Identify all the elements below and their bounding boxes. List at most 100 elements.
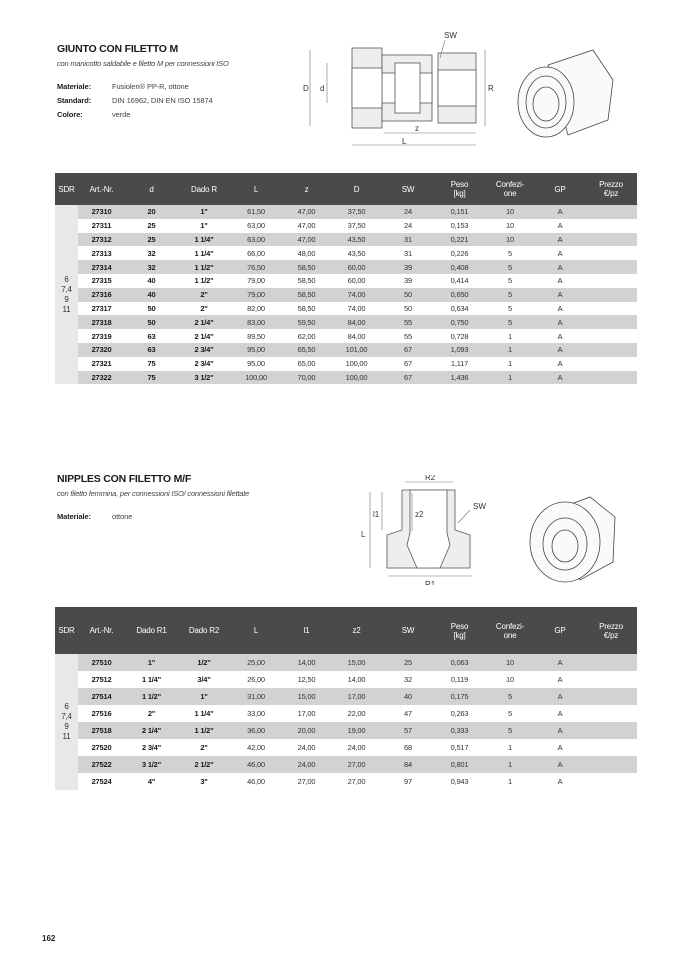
- table-row: 27320 63 2 3/4" 95,00 65,50 101,00 67 1,093 1 A: [55, 342, 637, 357]
- table-cell: [585, 329, 637, 343]
- table-cell: 43,50: [331, 232, 382, 247]
- table-cell: 0,226: [450, 248, 469, 258]
- table-cell: 1: [485, 370, 535, 385]
- column-header: Prezzo €/pz: [585, 173, 637, 205]
- table-cell: 100,00: [230, 370, 282, 385]
- table-cell: 1": [125, 654, 178, 671]
- table-cell: 95,00: [247, 359, 265, 369]
- table-cell: 24,00: [282, 756, 331, 773]
- table-cell: 0,801: [434, 756, 485, 773]
- column-header: Confezi- one: [485, 173, 535, 205]
- table-cell: A: [535, 315, 585, 330]
- table-cell: A: [535, 232, 585, 247]
- label-z2: z2: [415, 510, 424, 519]
- table-cell: [585, 705, 637, 722]
- table-cell: A: [557, 709, 563, 718]
- table-cell: 2 1/4": [178, 315, 230, 330]
- table-cell: 3": [200, 777, 208, 786]
- table-cell: 40: [382, 688, 434, 705]
- table-row: 27516 2" 1 1/4" 33,00 17,00 22,00 47 0,263 5 A: [55, 705, 637, 722]
- table-cell: 20,00: [282, 722, 331, 739]
- table-row: 27512 1 1/4" 3/4" 26,00 12,50 14,00 32 0,119 10 A: [55, 671, 637, 688]
- table-cell: 1 1/2": [125, 688, 178, 705]
- table-cell: A: [535, 688, 585, 705]
- property-label: Materiale:: [57, 82, 92, 91]
- table-cell: 50: [125, 315, 178, 330]
- column-header: SW: [382, 173, 434, 205]
- table-cell: 50: [147, 303, 156, 313]
- table-cell: 27314: [78, 260, 125, 274]
- table-cell: 1: [508, 331, 512, 341]
- table-cell: 37,50: [331, 205, 382, 219]
- table-cell: 31: [382, 232, 434, 247]
- table-cell: 27520: [91, 743, 112, 752]
- table-cell: 1,093: [434, 342, 485, 357]
- coupling-product-image: [517, 49, 614, 138]
- column-header: Peso [kg]: [434, 607, 485, 654]
- table-cell: 83,00: [230, 315, 282, 330]
- table-cell: 25,00: [230, 654, 282, 671]
- table-cell: [585, 688, 637, 705]
- table-cell: 2": [147, 709, 156, 718]
- table-cell: 1,117: [450, 359, 469, 369]
- table-cell: 10: [485, 654, 535, 671]
- table-cell: 95,00: [230, 342, 282, 357]
- table-cell: 40: [125, 287, 178, 302]
- table-cell: 1": [178, 688, 230, 705]
- table-cell: 0,221: [434, 232, 485, 247]
- label-sw: SW: [444, 31, 457, 40]
- table-row: 6 7,4 9 11 27510 1" 1/2" 25,00 14,00 15,00 25 0,…: [55, 654, 637, 790]
- table-cell: 27312: [78, 232, 125, 247]
- table-cell: 14,00: [347, 675, 366, 684]
- table-cell: 58,50: [282, 260, 331, 274]
- table-cell: 27319: [91, 331, 112, 341]
- table-cell: 84: [382, 756, 434, 773]
- table-cell: 40: [147, 276, 156, 286]
- section2-title: NIPPLES CON FILETTO M/F: [57, 473, 192, 485]
- table-cell: [585, 274, 637, 288]
- table-cell: A: [535, 654, 585, 671]
- table-cell: 58,50: [297, 303, 316, 313]
- column-header: GP: [535, 173, 585, 205]
- table-cell: 27311: [91, 221, 112, 231]
- table-cell: 5: [485, 722, 535, 739]
- table-cell: 1 1/4": [194, 709, 214, 718]
- table-cell: 97: [404, 777, 412, 786]
- table-cell: 27516: [91, 709, 112, 718]
- table-cell: 10: [506, 675, 514, 684]
- table-cell: 46,00: [230, 756, 282, 773]
- table-cell: 5: [508, 276, 512, 286]
- table-cell: A: [535, 260, 585, 274]
- table-cell: 55: [382, 315, 434, 330]
- column-header: Dado R2: [178, 607, 230, 654]
- table-cell: 43,50: [347, 248, 366, 258]
- table-row: 27319 63 2 1/4" 89,50 62,00 84,00 55 0,728 1 A: [55, 329, 637, 343]
- table-cell: 47,00: [282, 232, 331, 247]
- table-cell: 2": [200, 743, 208, 752]
- table-cell: 60,00: [347, 276, 366, 286]
- property-materiale: Materiale: Fusiolen® PP-R, ottone: [57, 82, 213, 96]
- table-cell: 63: [147, 331, 156, 341]
- table-cell: 25: [125, 232, 178, 247]
- table-cell: 1: [508, 777, 512, 786]
- nipple-product-image: [529, 496, 616, 583]
- column-header: Peso [kg]: [434, 173, 485, 205]
- column-header: d: [125, 173, 178, 205]
- label-L: L: [361, 530, 366, 539]
- table-cell: A: [557, 331, 563, 341]
- column-header: SDR: [55, 607, 78, 654]
- table-row: 27315 40 1 1/2" 79,00 58,50 60,00 39 0,414 5 A: [55, 274, 637, 288]
- table-cell: 5: [485, 260, 535, 274]
- table-cell: 50: [404, 303, 412, 313]
- table-cell: 10: [485, 205, 535, 219]
- table-cell: 1 1/2": [194, 276, 214, 286]
- table-cell: 10: [506, 221, 514, 231]
- coupling-technical-drawing: SW D d R z L: [303, 31, 494, 146]
- table-cell: A: [557, 276, 563, 286]
- table-cell: 65,50: [282, 342, 331, 357]
- table-row: 27311 25 1" 63,00 47,00 37,50 24 0,153 10 A: [55, 219, 637, 233]
- table-cell: 68: [404, 743, 412, 752]
- table-cell: [585, 205, 637, 219]
- table-cell: 67: [404, 359, 412, 369]
- table-cell: 2 3/4": [194, 359, 214, 369]
